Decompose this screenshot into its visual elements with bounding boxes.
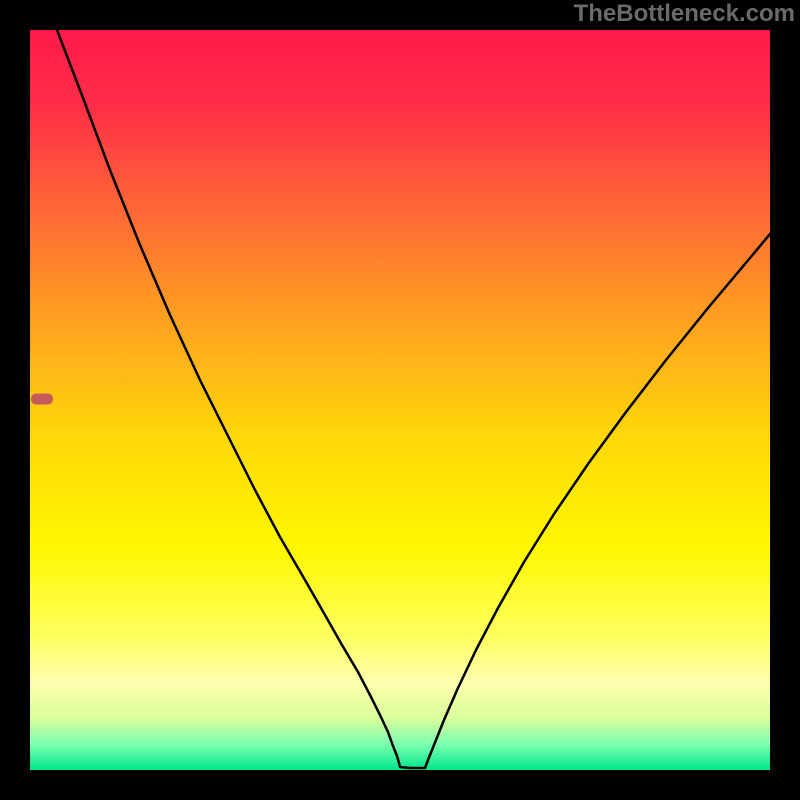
optimum-marker: [31, 394, 53, 405]
watermark-text: TheBottleneck.com: [574, 0, 795, 28]
gradient-background: [30, 30, 770, 770]
plot-area: [30, 30, 770, 770]
